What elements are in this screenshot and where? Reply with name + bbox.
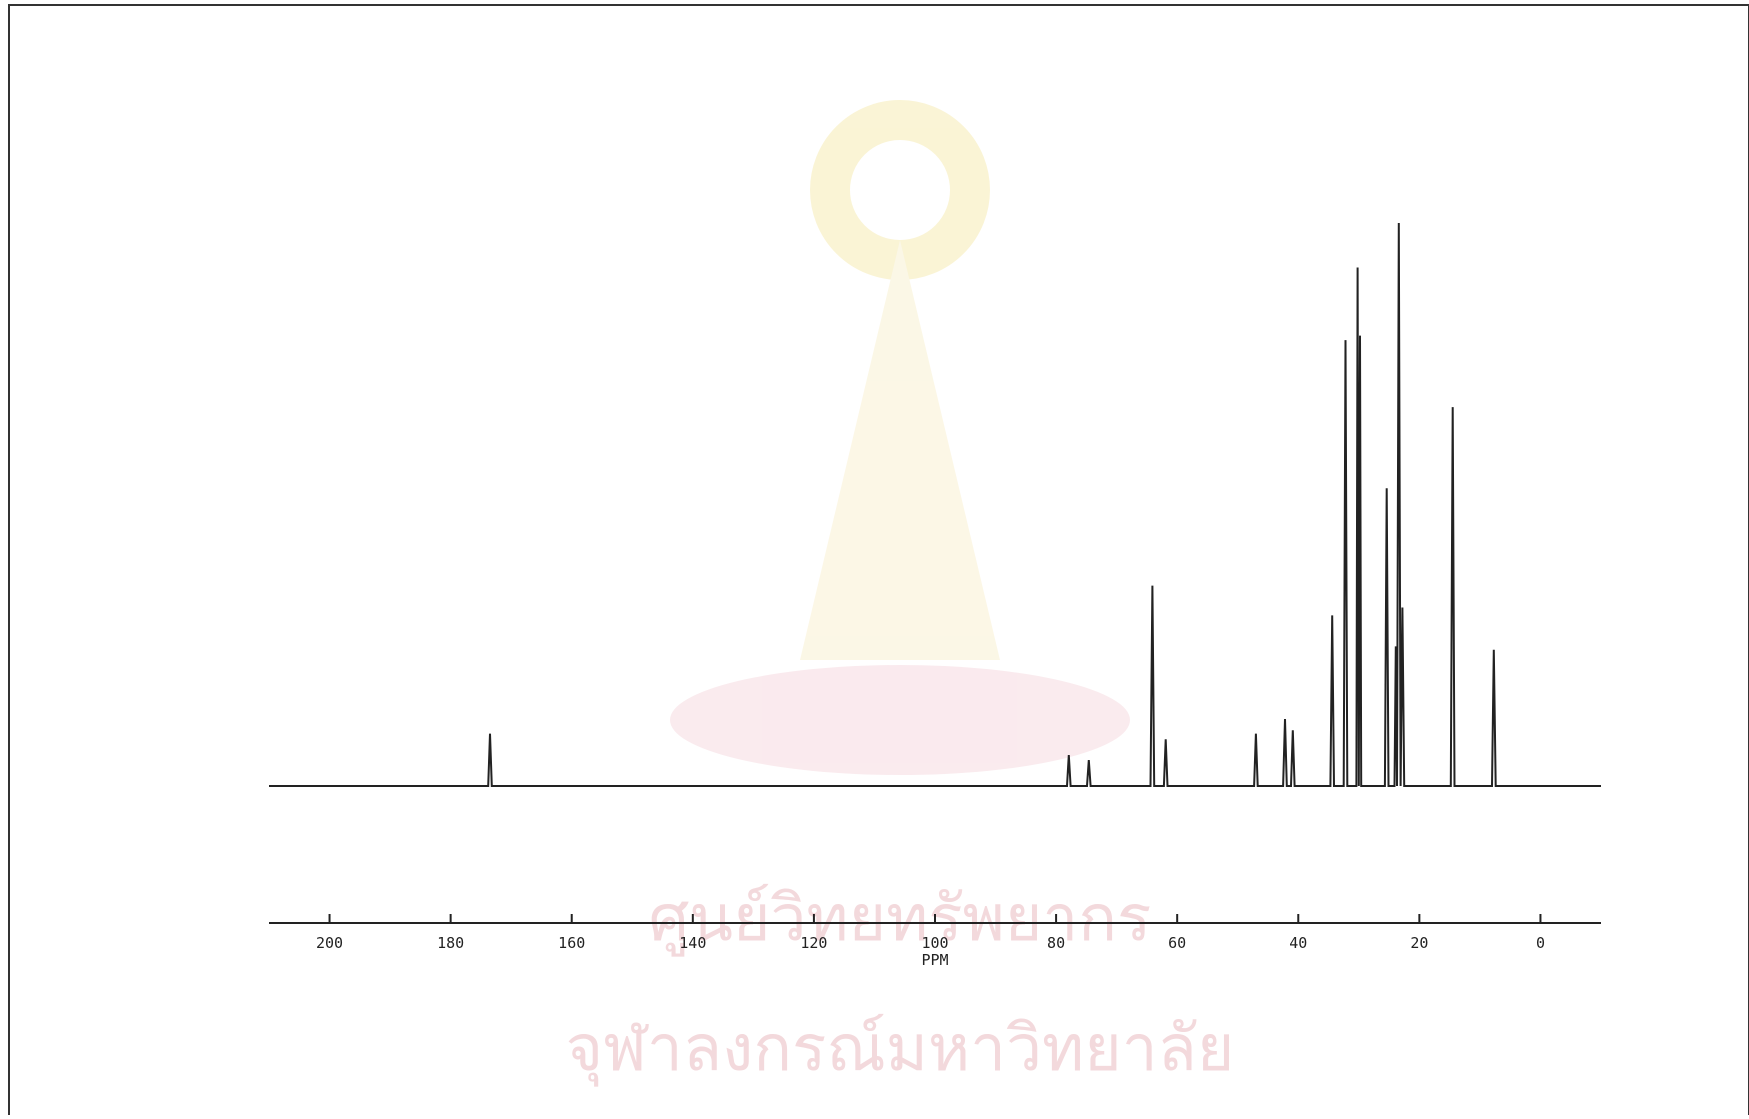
x-tick-label: 140 [679,934,706,952]
watermark-text: จุฬาลงกรณ์มหาวิทยาลัย [566,1012,1235,1087]
x-tick-label: 200 [316,934,343,952]
x-tick-label: 0 [1536,934,1545,952]
x-axis-label: PPM [921,951,948,969]
watermark-logo [670,100,1130,775]
x-tick-label: 80 [1047,934,1065,952]
x-tick-label: 100 [921,934,948,952]
x-tick-label: 180 [437,934,464,952]
watermark-text: ศูนย์วิทยทรัพยากร [649,882,1152,957]
x-tick-label: 40 [1289,934,1307,952]
x-tick-label: 120 [800,934,827,952]
x-tick-label: 60 [1168,934,1186,952]
x-tick-label: 160 [558,934,585,952]
x-tick-label: 20 [1410,934,1428,952]
spectrum-line [269,222,1601,787]
